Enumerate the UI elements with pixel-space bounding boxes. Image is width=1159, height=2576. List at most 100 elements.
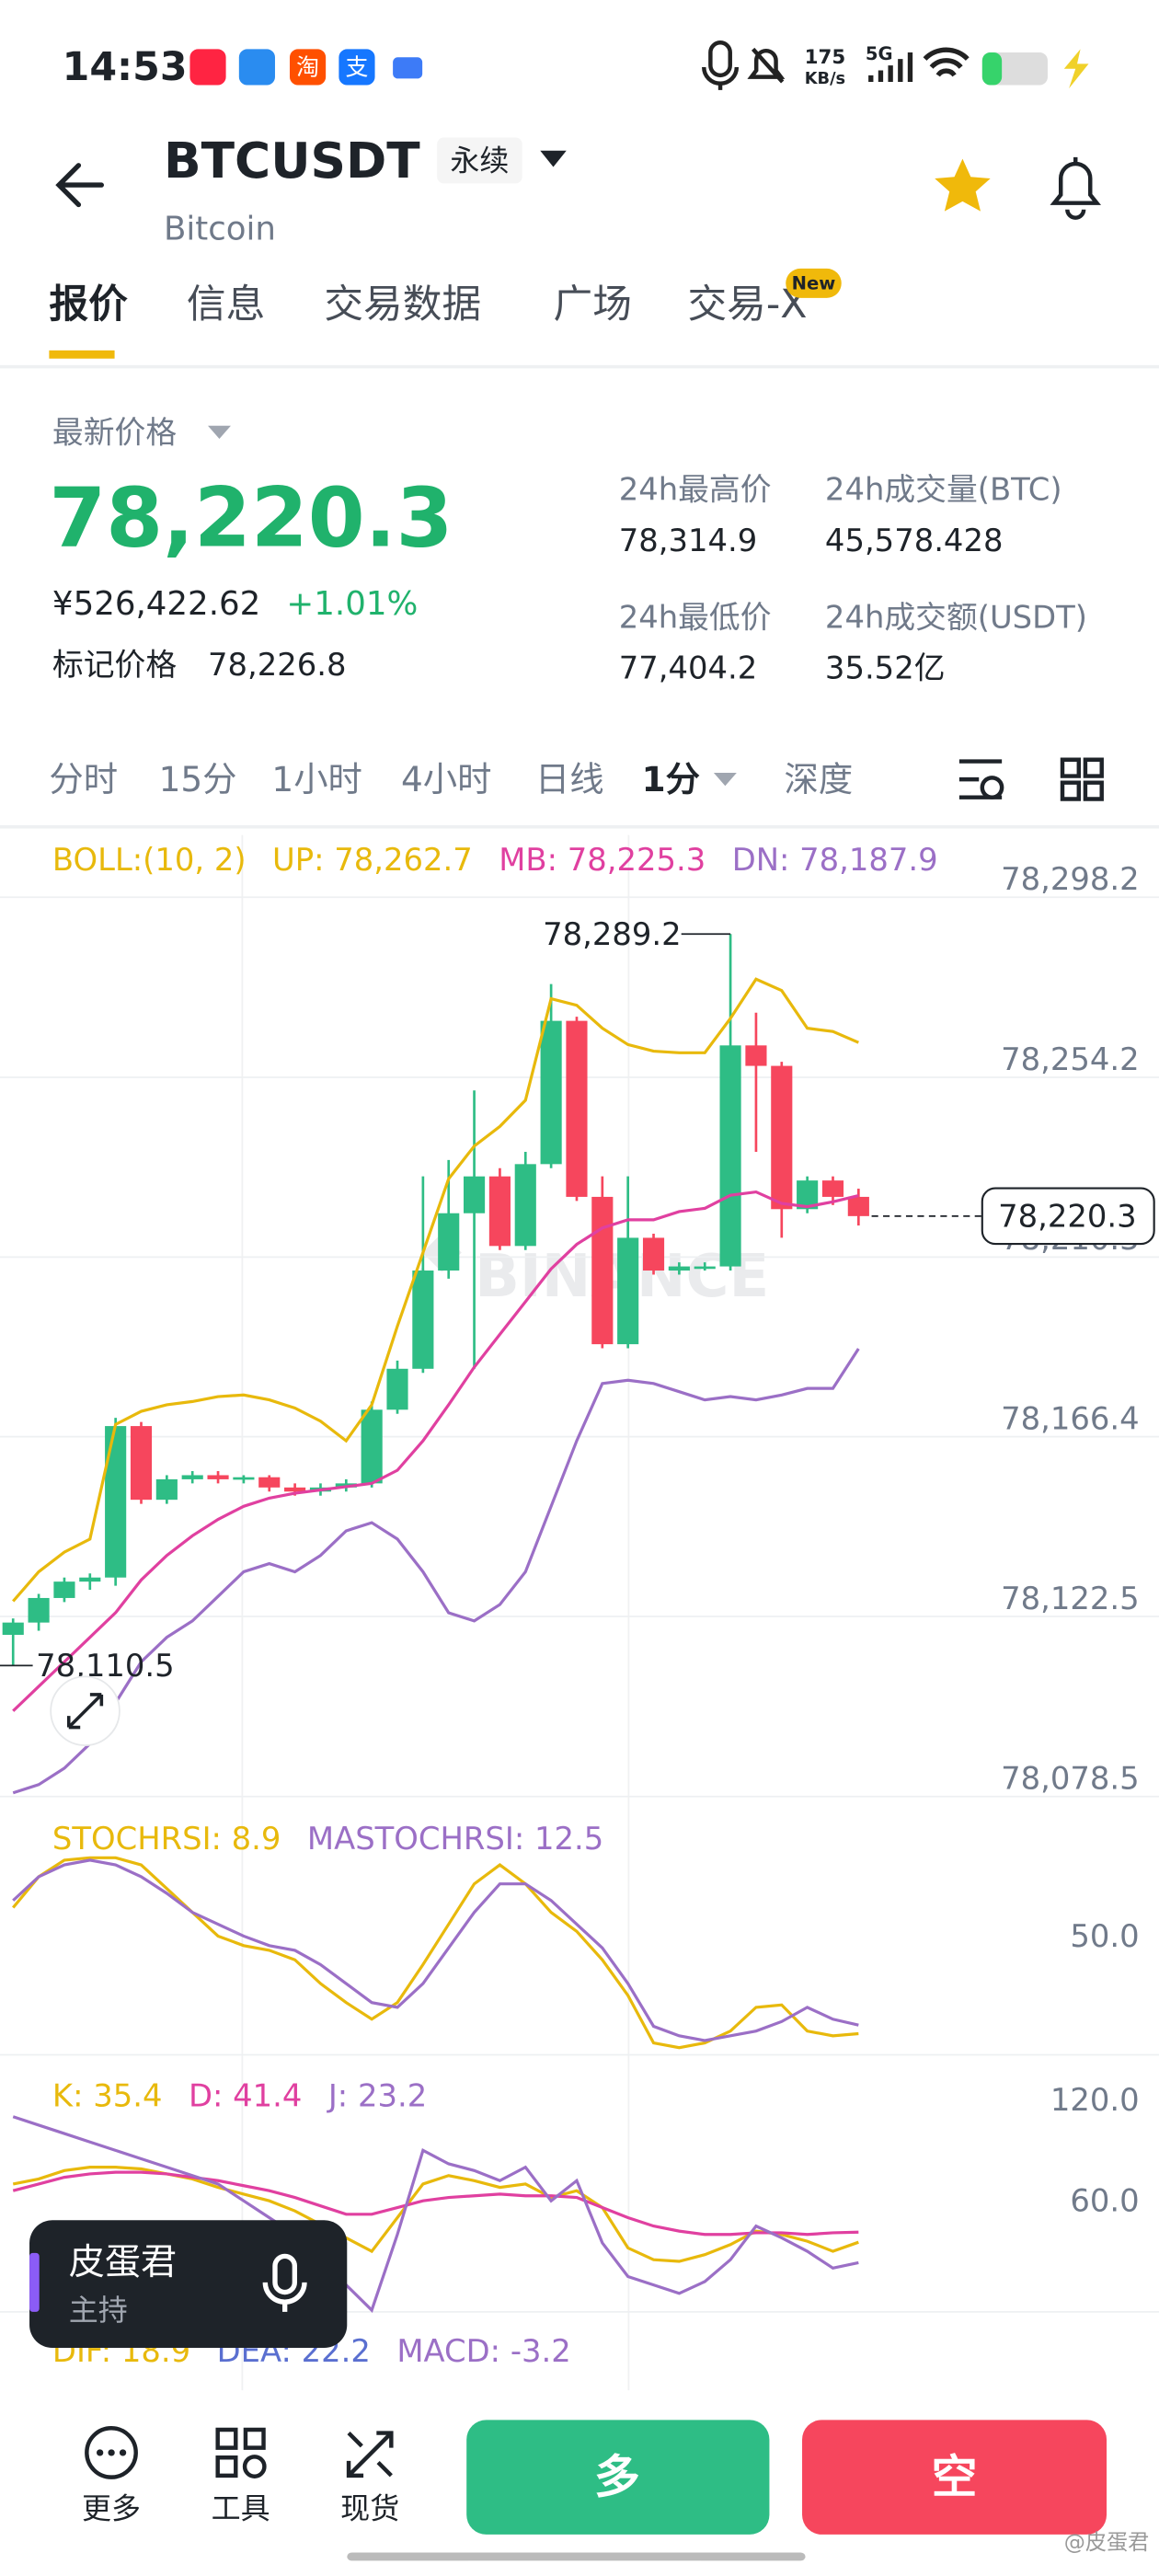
tools-icon[interactable] xyxy=(215,2427,266,2478)
app-icon xyxy=(189,49,226,86)
favorite-button[interactable] xyxy=(935,158,991,212)
tools-icon-circle xyxy=(242,2455,267,2478)
app-icon xyxy=(238,49,275,86)
candle-body xyxy=(591,1196,614,1345)
candle-body xyxy=(412,1271,434,1369)
mark-price-label: 标记价格 xyxy=(52,647,177,683)
interval[interactable]: 分时 xyxy=(49,759,118,799)
candle-body xyxy=(464,1176,486,1213)
legend-item: UP: 78,262.7 xyxy=(272,842,473,878)
candle-body xyxy=(642,1237,665,1271)
high-label: 78,289.2 xyxy=(543,916,682,952)
candle-body xyxy=(79,1577,101,1582)
candle-body xyxy=(130,1426,153,1501)
nav-label[interactable]: 更多 xyxy=(82,2490,141,2525)
candle-body xyxy=(514,1164,536,1247)
host-mic[interactable] xyxy=(262,2253,307,2312)
candle-body xyxy=(105,1426,127,1578)
dropdown[interactable] xyxy=(208,425,231,439)
mark-price: 78,226.8 xyxy=(208,647,347,683)
short-button[interactable] xyxy=(802,2420,1107,2535)
long-label: 多 xyxy=(594,2451,640,2504)
charging-icon xyxy=(1063,49,1089,89)
candle-body xyxy=(668,1266,690,1271)
mute-icon xyxy=(747,47,786,84)
more-icon[interactable] xyxy=(85,2426,138,2479)
nav-label[interactable]: 工具 xyxy=(212,2490,270,2525)
short-label: 空 xyxy=(932,2451,978,2504)
tab[interactable]: 信息 xyxy=(187,282,265,328)
contract-type: 永续 xyxy=(450,143,509,178)
layout-button[interactable] xyxy=(1060,757,1104,801)
y-tick-label: 78,166.4 xyxy=(1001,1401,1140,1437)
y-tick-label: 120.0 xyxy=(1050,2082,1140,2118)
indicator-settings-icon xyxy=(980,776,1004,799)
legend-item: J: 23.2 xyxy=(327,2077,427,2113)
y-tick-label: 60.0 xyxy=(1070,2183,1139,2219)
candle-body xyxy=(617,1237,639,1345)
spot-icon[interactable] xyxy=(346,2431,394,2478)
legend-item: MASTOCHRSI: 12.5 xyxy=(307,1821,603,1857)
stat-label: 24h最低价 xyxy=(619,599,772,635)
net-speed-unit: KB/s xyxy=(805,69,845,88)
stat-label: 24h成交额(USDT) xyxy=(825,599,1087,635)
mic-icon xyxy=(702,40,740,90)
low-label: 78,110.5 xyxy=(36,1648,175,1684)
candle-body xyxy=(821,1180,844,1197)
tab[interactable]: 广场 xyxy=(554,282,632,328)
tab[interactable]: 交易数据 xyxy=(324,282,481,328)
signal-icon xyxy=(868,52,913,82)
tab[interactable]: 报价 xyxy=(49,282,128,328)
candle-body xyxy=(771,1065,793,1210)
new-badge-text: New xyxy=(792,272,836,293)
battery-level xyxy=(981,52,1003,86)
dropdown[interactable] xyxy=(713,773,737,787)
stat-value: 35.52亿 xyxy=(825,650,946,686)
legend-item: DN: 78,187.9 xyxy=(732,842,938,878)
interval[interactable]: 15分 xyxy=(159,759,237,799)
long-button[interactable] xyxy=(466,2420,770,2535)
back-button[interactable] xyxy=(55,163,105,208)
legend-item: STOCHRSI: 8.9 xyxy=(52,1821,281,1857)
interval[interactable]: 1小时 xyxy=(271,759,362,799)
interval[interactable]: 4小时 xyxy=(401,759,492,799)
legend-item: D: 41.4 xyxy=(189,2077,302,2113)
boll-line xyxy=(12,977,859,1603)
interval[interactable]: 深度 xyxy=(784,759,853,799)
legend-item: MB: 78,225.3 xyxy=(499,842,706,878)
indicator-line xyxy=(12,1858,859,2042)
y-tick-label: 78,122.5 xyxy=(1001,1581,1140,1616)
alert-button[interactable] xyxy=(1050,156,1102,220)
indicator-line xyxy=(12,2170,859,2237)
host-card[interactable] xyxy=(29,2220,348,2349)
boll-line xyxy=(12,1348,860,1795)
host-accent xyxy=(29,2252,40,2312)
interval[interactable]: 1分 xyxy=(642,759,700,799)
expand-icon xyxy=(66,1693,104,1730)
legend-item: K: 35.4 xyxy=(52,2077,163,2113)
y-tick-label: 78,298.2 xyxy=(1001,861,1140,897)
candle-body xyxy=(207,1475,229,1479)
stat-label: 24h成交量(BTC) xyxy=(825,472,1062,508)
candle-body xyxy=(745,1045,767,1066)
candle-body xyxy=(155,1478,178,1501)
candle-body xyxy=(694,1266,716,1270)
candle-body xyxy=(361,1409,383,1484)
symbol[interactable]: BTCUSDT xyxy=(164,132,420,190)
candle-body xyxy=(2,1622,24,1635)
net-speed: 175 xyxy=(805,46,846,69)
app-icon xyxy=(290,49,327,86)
nav-label[interactable]: 现货 xyxy=(340,2490,399,2525)
candle-body xyxy=(181,1475,203,1479)
y-tick-label: 78,254.2 xyxy=(1001,1041,1140,1077)
y-tick-label: 78,078.5 xyxy=(1001,1761,1140,1797)
symbol-dropdown[interactable] xyxy=(540,150,567,167)
cny-price: ¥526,422.62 xyxy=(52,585,260,623)
credit: @皮蛋君 xyxy=(1064,2531,1150,2555)
interval[interactable]: 日线 xyxy=(535,759,604,799)
candle-body xyxy=(719,1045,741,1267)
clock: 14:53 xyxy=(63,44,188,90)
stat-value: 45,578.428 xyxy=(825,523,1004,558)
price-change: +1.01% xyxy=(286,585,418,623)
